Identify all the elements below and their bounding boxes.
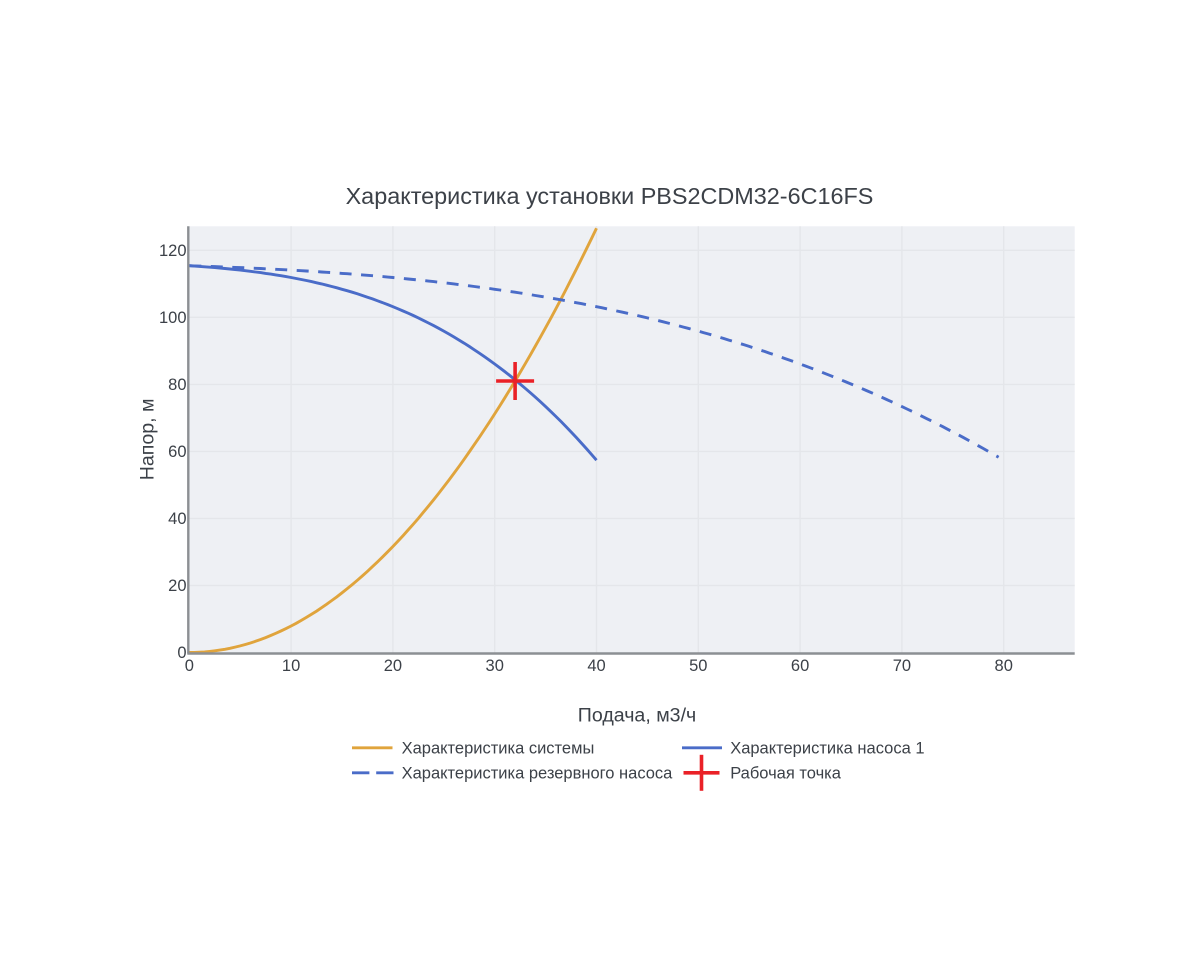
- svg-text:0: 0: [185, 657, 194, 675]
- svg-text:70: 70: [893, 657, 911, 675]
- svg-text:Напор, м: Напор, м: [136, 398, 158, 480]
- svg-text:0: 0: [177, 644, 186, 662]
- svg-text:100: 100: [159, 309, 187, 327]
- svg-text:60: 60: [791, 657, 809, 675]
- svg-text:50: 50: [689, 657, 707, 675]
- svg-text:Рабочая точка: Рабочая точка: [730, 765, 842, 783]
- svg-text:20: 20: [384, 657, 402, 675]
- svg-text:Характеристика резервного насо: Характеристика резервного насоса: [402, 765, 674, 783]
- svg-text:40: 40: [587, 657, 605, 675]
- svg-text:10: 10: [282, 657, 300, 675]
- svg-text:80: 80: [168, 376, 186, 394]
- svg-text:120: 120: [159, 242, 187, 260]
- svg-text:Характеристика системы: Характеристика системы: [402, 740, 595, 758]
- svg-text:Характеристика насоса 1: Характеристика насоса 1: [730, 740, 924, 758]
- svg-text:Подача, м3/ч: Подача, м3/ч: [578, 704, 696, 726]
- svg-text:Характеристика установки PBS2C: Характеристика установки PBS2CDM32-6C16F…: [346, 183, 874, 209]
- svg-text:60: 60: [168, 443, 186, 461]
- svg-text:20: 20: [168, 577, 186, 595]
- svg-text:80: 80: [995, 657, 1013, 675]
- svg-text:40: 40: [168, 510, 186, 528]
- svg-text:30: 30: [486, 657, 504, 675]
